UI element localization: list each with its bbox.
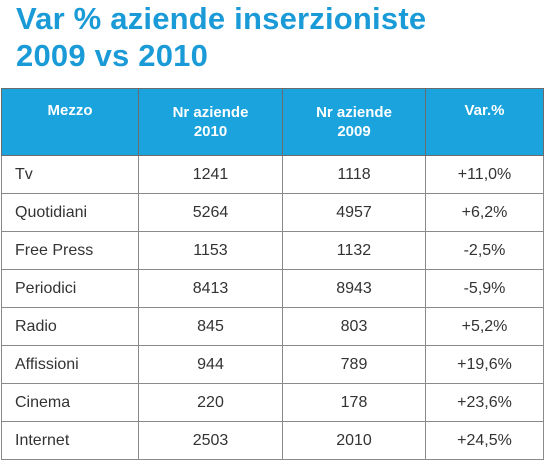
cell-mezzo: Free Press [1,231,139,270]
cell-var: +23,6% [425,383,544,422]
cell-nr-aziende-2010: 5264 [138,193,283,232]
cell-nr-aziende-2009: 178 [282,383,426,422]
header-nr-aziende-2010: Nr aziende 2010 [138,88,283,156]
cell-nr-aziende-2009: 789 [282,345,426,384]
cell-nr-aziende-2009: 1132 [282,231,426,270]
cell-nr-aziende-2009: 803 [282,307,426,346]
table-body: Tv 1241 1118 +11,0% Quotidiani 5264 4957 +6,2% F… [1,155,544,460]
cell-nr-aziende-2010: 845 [138,307,283,346]
cell-nr-aziende-2010: 944 [138,345,283,384]
page-title: Var % aziende inserzioniste 2009 vs 2010 [16,0,426,74]
cell-var: +11,0% [425,155,544,194]
cell-nr-aziende-2010: 8413 [138,269,283,308]
table-row: Tv 1241 1118 +11,0% [1,155,544,194]
header-mezzo: Mezzo [1,88,139,156]
cell-var: +24,5% [425,421,544,460]
cell-var: -5,9% [425,269,544,308]
header-nr-aziende-2009-line1: Nr aziende [316,104,392,121]
cell-nr-aziende-2009: 8943 [282,269,426,308]
cell-nr-aziende-2010: 1153 [138,231,283,270]
table-row: Internet 2503 2010 +24,5% [1,421,544,460]
cell-mezzo: Tv [1,155,139,194]
table-row: Radio 845 803 +5,2% [1,307,544,346]
table-row: Cinema 220 178 +23,6% [1,383,544,422]
cell-nr-aziende-2009: 2010 [282,421,426,460]
cell-mezzo: Affissioni [1,345,139,384]
header-nr-aziende-2009-line2: 2009 [337,123,371,140]
cell-mezzo: Cinema [1,383,139,422]
cell-mezzo: Periodici [1,269,139,308]
header-var: Var.% [425,88,544,156]
cell-mezzo: Radio [1,307,139,346]
cell-var: +6,2% [425,193,544,232]
table-row: Affissioni 944 789 +19,6% [1,345,544,384]
table-row: Quotidiani 5264 4957 +6,2% [1,193,544,232]
cell-nr-aziende-2010: 220 [138,383,283,422]
header-nr-aziende-2009: Nr aziende 2009 [282,88,426,156]
page-title-line2: 2009 vs 2010 [16,38,209,73]
cell-mezzo: Quotidiani [1,193,139,232]
cell-var: -2,5% [425,231,544,270]
cell-var: +19,6% [425,345,544,384]
header-nr-aziende-2010-line2: 2010 [193,123,228,140]
header-nr-aziende-2010-line1: Nr aziende [172,104,249,121]
page-title-line1: Var % aziende inserzioniste [16,1,427,36]
advertisers-table: Mezzo Nr aziende 2010 Nr aziende 2009 Va… [1,88,544,460]
cell-nr-aziende-2010: 1241 [138,155,283,194]
table-row: Free Press 1153 1132 -2,5% [1,231,544,270]
table-row: Periodici 8413 8943 -5,9% [1,269,544,308]
cell-nr-aziende-2009: 1118 [282,155,426,194]
cell-mezzo: Internet [1,421,139,460]
table-header: Mezzo Nr aziende 2010 Nr aziende 2009 Va… [1,88,544,156]
cell-nr-aziende-2009: 4957 [282,193,426,232]
header-row: Mezzo Nr aziende 2010 Nr aziende 2009 Va… [1,88,544,156]
cell-var: +5,2% [425,307,544,346]
cell-nr-aziende-2010: 2503 [138,421,283,460]
